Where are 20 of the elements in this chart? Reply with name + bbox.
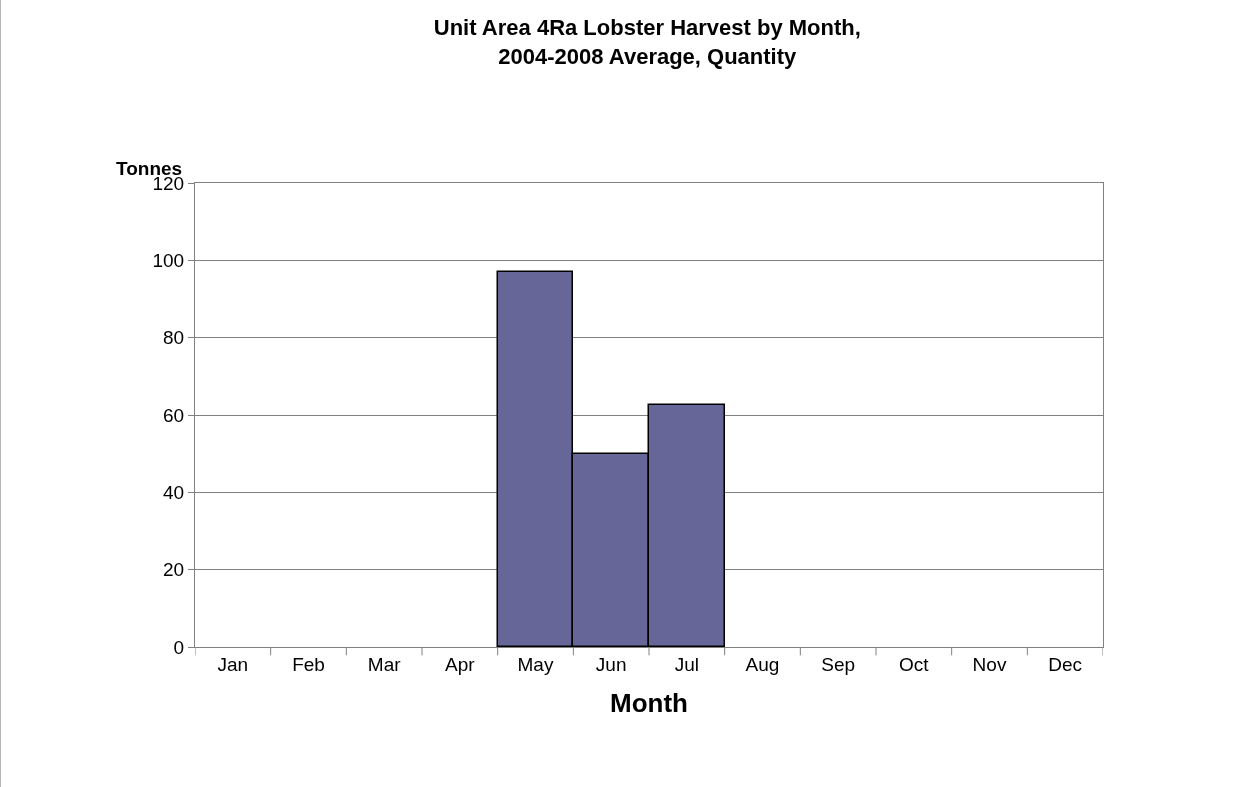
x-tick-label: Sep (821, 653, 856, 675)
x-axis-title: Month (610, 688, 688, 719)
x-tick-label: Nov (972, 653, 1007, 675)
x-tick-label: Mar (367, 653, 402, 675)
x-tick-label: Jan (217, 653, 249, 675)
x-tick-label: Jul (674, 653, 699, 675)
y-tick-label: 0 (173, 636, 185, 658)
x-tick-label: Feb (292, 653, 325, 675)
x-tick-label: Apr (445, 653, 476, 675)
chart-title: Unit Area 4Ra Lobster Harvest by Month, 2004-2008 Average, Quantity (433, 15, 861, 70)
x-tick-label: Aug (745, 653, 780, 675)
x-tick-label: Jun (595, 653, 627, 675)
x-tick-label: Oct (899, 653, 930, 675)
y-tick-label: 20 (163, 559, 185, 581)
x-tick-label: May (517, 653, 554, 675)
y-tick-label: 80 (163, 327, 185, 349)
x-tick-label: Dec (1048, 653, 1083, 675)
y-tick-label: 100 (152, 249, 185, 271)
y-tick-label: 40 (163, 481, 185, 503)
y-tick-label: 60 (163, 404, 185, 426)
